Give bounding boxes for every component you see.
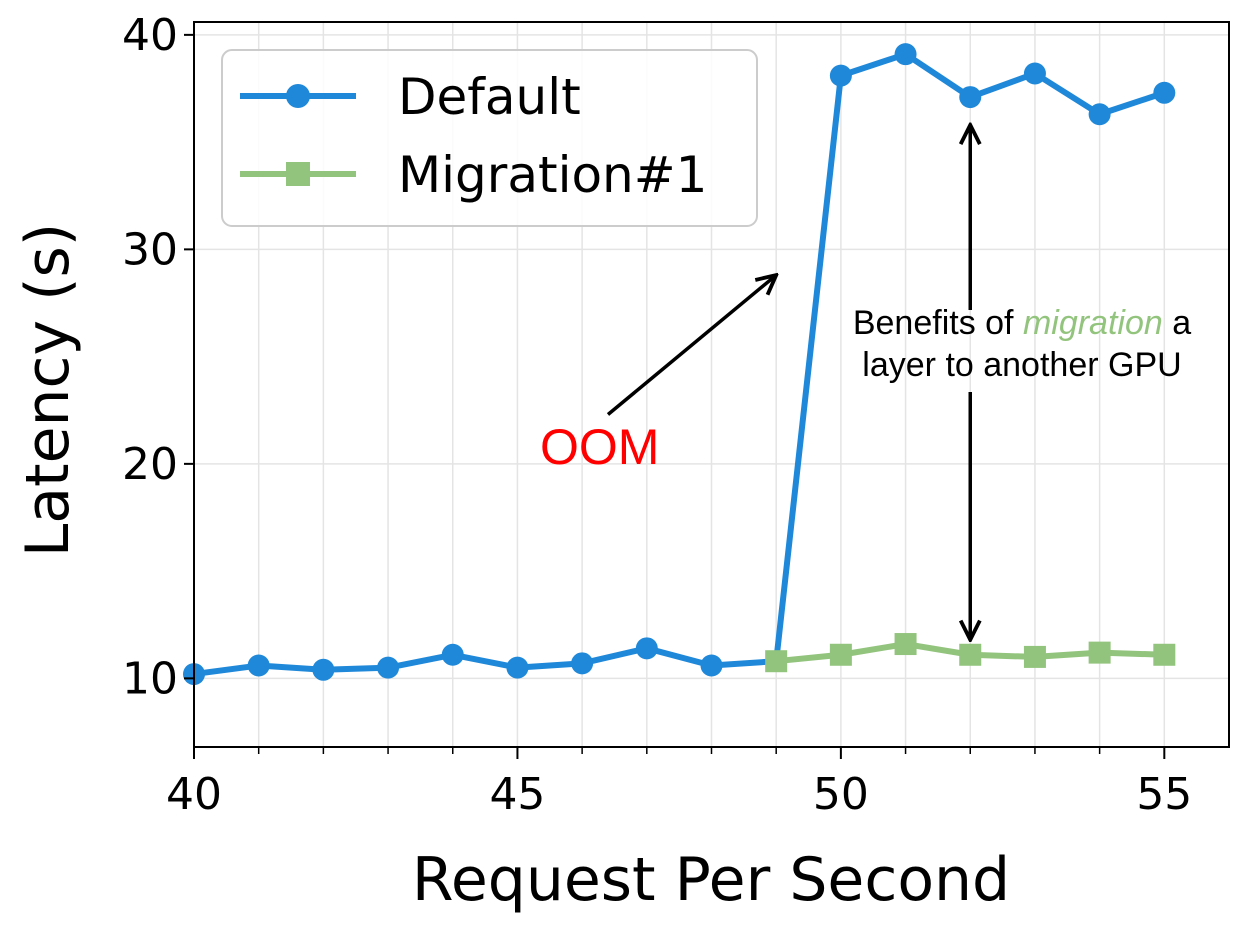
data-point bbox=[1088, 103, 1111, 126]
y-tick-label: 20 bbox=[122, 439, 178, 490]
x-tick-label: 50 bbox=[813, 769, 869, 820]
legend-marker bbox=[286, 162, 310, 186]
benefit-text-line1: Benefits of migration a bbox=[853, 304, 1191, 342]
data-point bbox=[829, 64, 852, 87]
y-tick-label: 40 bbox=[122, 10, 178, 61]
series-line bbox=[193, 51, 1166, 678]
data-point bbox=[571, 652, 594, 675]
oom-arrow bbox=[606, 275, 776, 416]
legend: Default Migration#1 bbox=[221, 49, 758, 227]
benefit-text-line2: layer to another GPU bbox=[862, 346, 1181, 384]
data-point bbox=[1153, 643, 1176, 666]
data-point bbox=[1153, 81, 1176, 104]
data-point bbox=[894, 43, 917, 66]
data-point bbox=[506, 656, 529, 679]
legend-label: Migration#1 bbox=[398, 146, 707, 204]
x-tick-label: 55 bbox=[1136, 769, 1192, 820]
x-axis-label: Request Per Second bbox=[412, 845, 1010, 915]
data-point bbox=[1023, 62, 1046, 85]
data-point bbox=[1088, 641, 1111, 664]
data-point bbox=[959, 86, 982, 109]
data-point bbox=[441, 643, 464, 666]
x-tick-label: 45 bbox=[489, 769, 545, 820]
legend-label: Default bbox=[398, 68, 581, 126]
oom-label: OOM bbox=[540, 419, 659, 475]
data-point bbox=[765, 650, 788, 673]
series-migration-1 bbox=[765, 633, 1176, 673]
data-point bbox=[700, 654, 723, 677]
y-tick-label: 10 bbox=[122, 653, 178, 704]
x-tick-label: 40 bbox=[166, 769, 222, 820]
axes-layer: 40 45 50 55 10 20 30 40 bbox=[122, 10, 1230, 820]
series-default bbox=[183, 43, 1176, 686]
data-point bbox=[247, 654, 270, 677]
annotation-layer: OOM Benefits of migration a layer to ano… bbox=[540, 125, 1191, 640]
data-point bbox=[894, 633, 917, 656]
legend-entries: Default Migration#1 bbox=[240, 68, 707, 204]
legend-marker bbox=[286, 84, 310, 108]
data-point bbox=[829, 643, 852, 666]
data-point bbox=[1023, 645, 1046, 668]
y-axis-label: Latency (s) bbox=[13, 223, 83, 557]
data-point bbox=[377, 656, 400, 679]
series-layer bbox=[183, 43, 1176, 686]
data-point bbox=[635, 637, 658, 660]
legend-entry: Default bbox=[240, 68, 581, 126]
legend-entry: Migration#1 bbox=[240, 146, 707, 204]
data-point bbox=[312, 658, 335, 681]
data-point bbox=[959, 643, 982, 666]
y-tick-label: 30 bbox=[122, 224, 178, 275]
